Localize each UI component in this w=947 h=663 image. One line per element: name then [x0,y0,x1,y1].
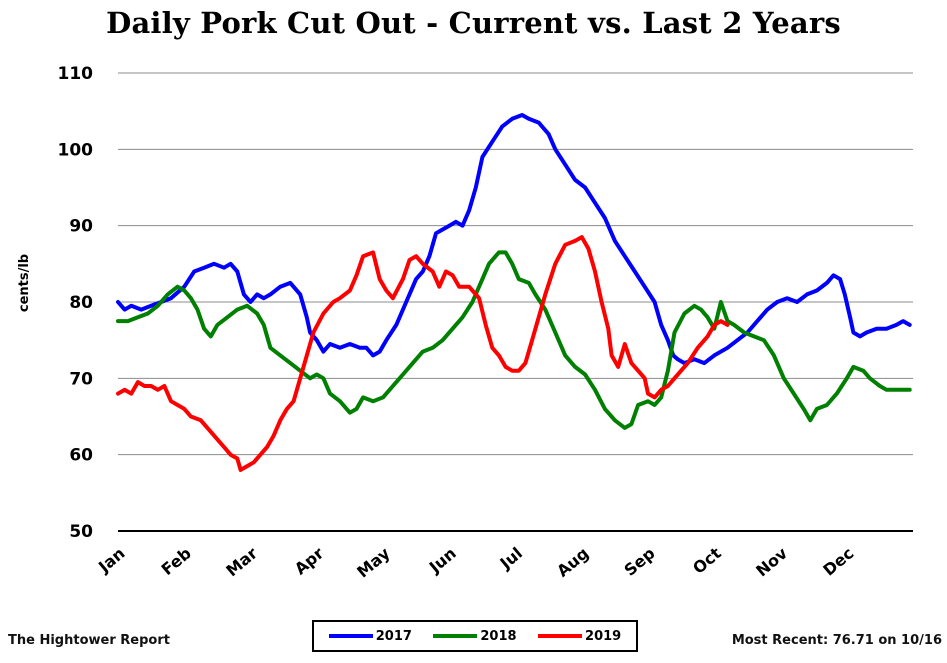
chart-legend: 2017 2018 2019 [312,620,638,652]
x-tick-label: May [353,543,394,581]
y-tick-label: 80 [69,293,93,313]
y-tick-label: 100 [58,140,94,160]
series-lines [116,113,912,472]
x-tick-label: Jan [94,544,129,577]
legend-label-2017: 2017 [375,628,412,644]
legend-label-2019: 2019 [585,628,622,644]
legend-swatch-2019 [538,634,583,638]
x-tick-label: Jun [425,544,460,578]
source-credit: The Hightower Report [8,633,170,648]
x-tick-label: Oct [689,543,725,578]
legend-swatch-2017 [328,634,373,638]
x-tick-label: Mar [222,543,261,580]
y-axis-label: cents/lb [17,254,32,312]
x-tick-label: Aug [553,544,592,581]
legend-label-2018: 2018 [480,628,517,644]
x-tick-label: Dec [819,544,857,580]
series-line-2017 [116,113,912,366]
legend-swatch-2018 [433,634,478,638]
x-tick-label: Feb [158,544,195,580]
series-line-2018 [116,250,912,430]
y-axis-ticks: 50 60 70 80 90 100 110 [58,64,94,542]
y-tick-label: 60 [69,446,93,466]
legend-item-2017: 2017 [328,628,412,644]
x-axis-ticks: Jan Feb Mar Apr May Jun Jul Aug Sep Oct Nov Dec [94,543,857,581]
series-line-2019 [116,235,730,472]
x-tick-label: Sep [620,544,658,580]
y-tick-label: 110 [58,64,94,84]
most-recent-value: Most Recent: 76.71 on 10/16 [731,633,942,648]
x-tick-label: Nov [752,543,791,580]
y-tick-label: 50 [69,522,93,542]
y-tick-label: 90 [69,217,93,237]
chart-title: Daily Pork Cut Out - Current vs. Last 2 … [106,6,841,40]
x-tick-label: Jul [496,544,526,574]
y-tick-label: 70 [69,369,93,389]
legend-item-2019: 2019 [538,629,621,644]
x-tick-label: Apr [291,543,328,578]
legend-item-2018: 2018 [433,628,517,644]
